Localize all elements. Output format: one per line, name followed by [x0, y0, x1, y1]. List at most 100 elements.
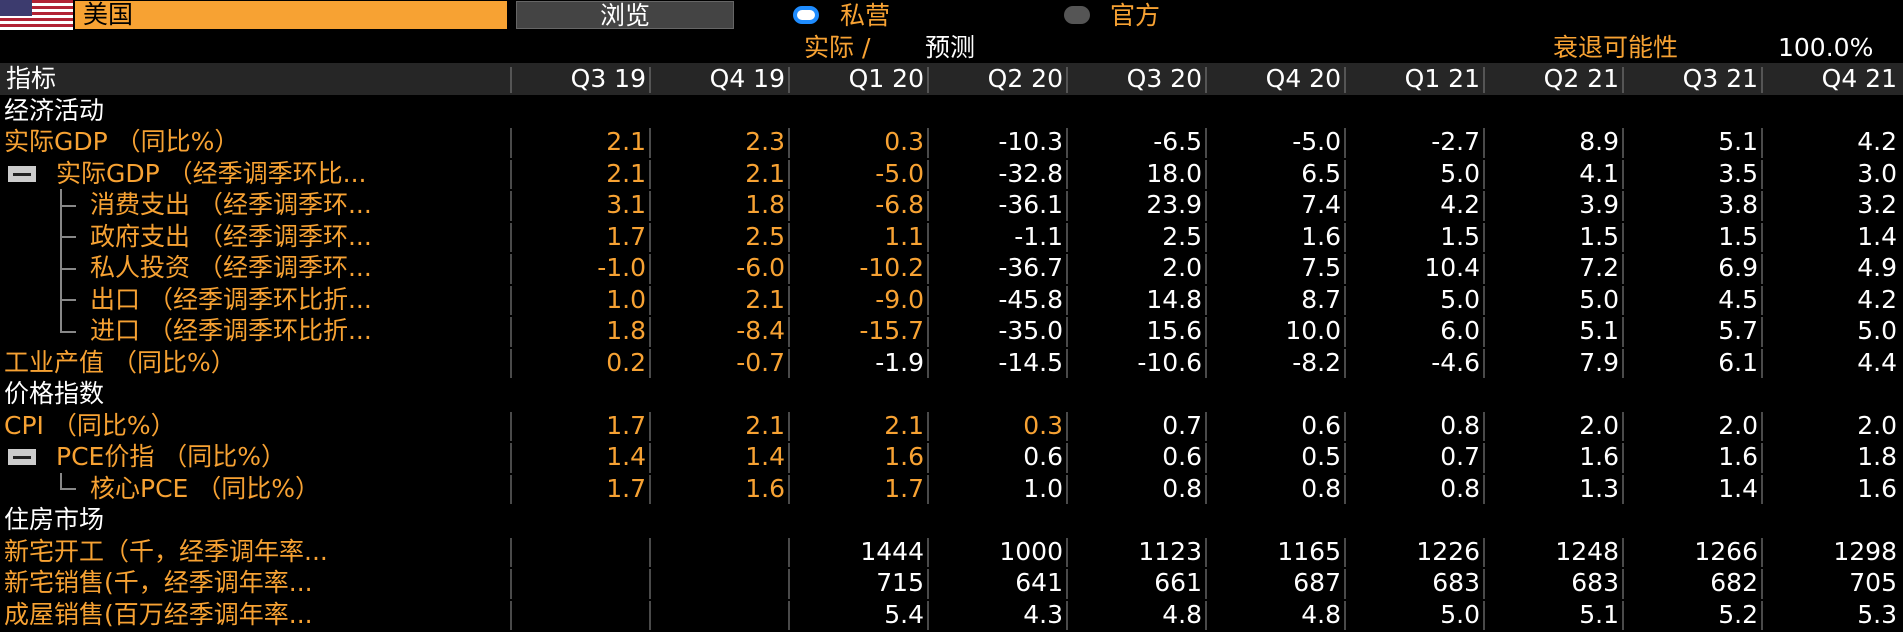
data-cell: 1.4 [606, 442, 646, 471]
data-cell: 2.0 [1579, 410, 1619, 440]
column-separator [1344, 254, 1346, 284]
tree-line [60, 267, 76, 270]
column-separator [1761, 191, 1763, 221]
data-cell: 2.3 [745, 127, 785, 156]
tree-line [60, 204, 76, 207]
column-separator [1622, 537, 1624, 567]
tree-line [60, 315, 62, 331]
column-separator [1344, 191, 1346, 221]
data-cell: 715 [876, 568, 924, 597]
data-cell: 5.0 [1857, 316, 1897, 345]
data-cell: 1298 [1833, 536, 1897, 566]
data-cell: 1.6 [1579, 442, 1619, 471]
data-cell: 3.8 [1718, 190, 1758, 219]
column-separator [1622, 254, 1624, 284]
column-separator [1622, 411, 1624, 441]
column-separator [927, 569, 929, 599]
data-cell: -14.5 [998, 347, 1063, 377]
data-cell: 5.1 [1718, 127, 1758, 156]
data-cell: 0.8 [1440, 410, 1480, 440]
column-separator [510, 254, 512, 284]
data-cell: -36.1 [998, 190, 1063, 219]
column-separator [1066, 411, 1068, 441]
data-cell: 4.2 [1857, 127, 1897, 156]
data-cell: 5.7 [1718, 316, 1758, 345]
data-cell: 5.0 [1579, 284, 1619, 314]
column-separator [1205, 159, 1207, 189]
data-cell: 1.3 [1579, 473, 1619, 503]
column-separator [1483, 600, 1485, 630]
column-separator [1761, 128, 1763, 158]
column-separator [1483, 254, 1485, 284]
column-separator [649, 348, 651, 378]
data-cell: 18.0 [1146, 158, 1202, 188]
data-cell: -6.5 [1153, 127, 1202, 156]
column-separator [1483, 569, 1485, 599]
forecast-label: 预测 [925, 33, 976, 62]
data-cell: -8.4 [736, 316, 785, 345]
data-cell: 682 [1710, 568, 1758, 597]
column-separator [1066, 67, 1068, 93]
column-separator [1761, 285, 1763, 315]
data-cell: -35.0 [998, 316, 1063, 345]
column-header: Q2 21 [1543, 64, 1619, 93]
column-separator [1483, 411, 1485, 441]
column-separator [510, 443, 512, 473]
column-separator [1205, 191, 1207, 221]
column-separator [927, 317, 929, 347]
column-separator [1344, 317, 1346, 347]
radio-unselected[interactable] [1064, 6, 1090, 24]
column-separator [1205, 348, 1207, 378]
row-label: 政府支出 （经季调季环... [90, 221, 372, 251]
row-label: CPI （同比%） [4, 410, 176, 440]
row-label: 私人投资 （经季调季环... [90, 253, 372, 282]
collapse-minus [13, 456, 31, 459]
data-cell: 5.2 [1718, 599, 1758, 629]
country-input[interactable]: 美国 [75, 1, 507, 29]
column-separator [927, 474, 929, 504]
tree-line [60, 299, 76, 302]
data-cell: 1.0 [1023, 473, 1063, 503]
tree-line [60, 488, 76, 491]
radio-selected[interactable] [793, 6, 819, 24]
data-cell: 2.1 [745, 410, 785, 440]
column-separator [1622, 285, 1624, 315]
data-cell: -10.6 [1137, 347, 1202, 377]
data-cell: 6.5 [1301, 158, 1341, 188]
column-separator [510, 348, 512, 378]
row-label: 实际GDP （经季调季环比... [56, 158, 367, 188]
data-cell: 4.5 [1718, 284, 1758, 314]
data-cell: 0.2 [606, 347, 646, 377]
tree-line [60, 472, 62, 489]
column-separator [1761, 600, 1763, 630]
column-separator [1205, 411, 1207, 441]
column-header: Q1 20 [848, 64, 924, 93]
column-separator [788, 411, 790, 441]
column-separator [1761, 411, 1763, 441]
data-cell: 5.1 [1579, 316, 1619, 345]
column-separator [1483, 191, 1485, 221]
column-separator [1205, 222, 1207, 252]
column-header: Q3 19 [570, 64, 646, 93]
data-cell: 683 [1571, 568, 1619, 597]
data-cell: -5.0 [1292, 127, 1341, 156]
column-header: 指标 [6, 64, 57, 93]
data-cell: 4.4 [1857, 347, 1897, 377]
column-separator [1066, 254, 1068, 284]
source-option[interactable]: 私营 [840, 1, 891, 30]
column-separator [1622, 191, 1624, 221]
row-label: 消费支出 （经季调季环... [90, 190, 372, 219]
column-separator [1344, 600, 1346, 630]
browse-button[interactable]: 浏览 [516, 1, 734, 30]
column-separator [788, 348, 790, 378]
data-cell: 14.8 [1146, 284, 1202, 314]
data-cell: -1.1 [1014, 221, 1063, 251]
column-separator [927, 600, 929, 630]
source-option[interactable]: 官方 [1110, 1, 1161, 30]
column-separator [510, 67, 512, 93]
section-label: 经济活动 [4, 95, 105, 125]
data-cell: 1.5 [1440, 221, 1480, 251]
data-cell: 1.0 [606, 284, 646, 314]
data-cell: 2.5 [1162, 221, 1202, 251]
column-separator [1483, 443, 1485, 473]
